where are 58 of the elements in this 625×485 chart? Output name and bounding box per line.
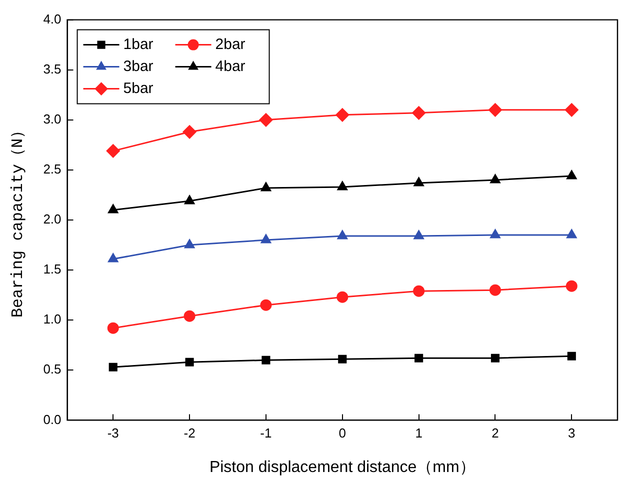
point bbox=[184, 195, 195, 204]
point bbox=[490, 174, 500, 184]
point bbox=[338, 354, 347, 364]
point bbox=[336, 108, 350, 122]
point bbox=[106, 144, 120, 158]
y-tick-label: 0.5 bbox=[43, 362, 62, 377]
y-tick-label: 1.5 bbox=[43, 262, 62, 277]
point bbox=[260, 182, 272, 192]
text: 0.0 bbox=[43, 412, 62, 427]
point bbox=[184, 310, 196, 322]
x-tick-label: 3 bbox=[568, 426, 576, 441]
point bbox=[490, 354, 500, 362]
point bbox=[259, 113, 273, 127]
y-axis-title: Bearing capacity（N） bbox=[8, 122, 27, 318]
text: 3.0 bbox=[43, 111, 62, 126]
point bbox=[108, 362, 118, 372]
legend-label: 3bar bbox=[123, 58, 154, 75]
y-tick-label: 3.5 bbox=[43, 61, 62, 76]
legend-label: 4bar bbox=[215, 58, 246, 75]
text: 4.0 bbox=[43, 11, 62, 26]
x-tick-label: -2 bbox=[184, 426, 196, 441]
legend-label: 1bar bbox=[123, 36, 154, 53]
point bbox=[185, 358, 194, 366]
point bbox=[412, 106, 426, 120]
point bbox=[488, 103, 502, 117]
point bbox=[336, 291, 348, 303]
legend-label: 5bar bbox=[123, 80, 154, 97]
point bbox=[260, 299, 272, 311]
point bbox=[567, 352, 576, 360]
point bbox=[262, 356, 270, 364]
point bbox=[413, 285, 425, 297]
point bbox=[414, 230, 424, 240]
point bbox=[564, 103, 578, 117]
x-tick-label: -1 bbox=[260, 426, 272, 441]
legend-label: 2bar bbox=[215, 36, 246, 53]
point bbox=[184, 239, 195, 248]
x-axis-title: Piston displacement distance（mm） bbox=[209, 458, 476, 476]
point bbox=[108, 253, 118, 262]
point bbox=[414, 354, 424, 362]
point bbox=[108, 204, 118, 214]
point bbox=[260, 234, 272, 244]
y-tick-label: 2.5 bbox=[43, 162, 62, 177]
x-tick-label: 2 bbox=[492, 426, 499, 441]
point bbox=[566, 170, 577, 180]
point bbox=[337, 230, 348, 240]
point bbox=[566, 280, 578, 292]
point bbox=[182, 125, 196, 139]
text: 2.0 bbox=[43, 212, 62, 227]
text: 1.0 bbox=[43, 312, 62, 327]
point bbox=[489, 284, 501, 296]
point bbox=[414, 177, 424, 186]
x-tick-label: 1 bbox=[415, 426, 422, 441]
point bbox=[566, 229, 577, 238]
x-tick-label: -3 bbox=[107, 426, 119, 441]
x-tick-label: 0 bbox=[338, 426, 346, 441]
point bbox=[107, 322, 119, 334]
point bbox=[490, 229, 500, 238]
point bbox=[337, 181, 348, 190]
